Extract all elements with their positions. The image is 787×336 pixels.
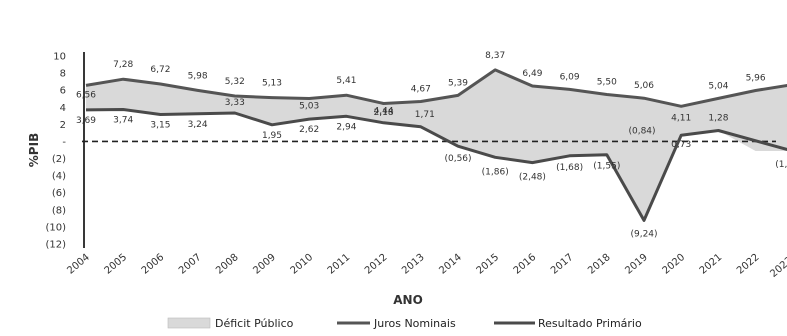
- data-label-juros: 4,67: [411, 85, 431, 95]
- x-tick-label: 2006: [140, 252, 167, 277]
- data-label-juros: 5,04: [708, 81, 728, 91]
- x-tick-label: 2004: [65, 252, 92, 277]
- data-label-primario: 3,33: [225, 98, 245, 108]
- deficit-area: [86, 69, 787, 221]
- x-tick-label: 2011: [326, 252, 353, 277]
- data-label-juros: 5,96: [746, 74, 766, 84]
- y-tick-label: 4: [60, 103, 66, 114]
- data-label-juros: 8,37: [485, 51, 505, 61]
- data-label-juros: 5,50: [597, 77, 617, 87]
- data-label-juros: 6,49: [522, 69, 542, 79]
- data-label-juros: 6,56: [76, 90, 96, 100]
- x-tick-label: 2009: [251, 252, 278, 277]
- x-tick-label: 2007: [177, 252, 204, 277]
- data-label-primario: 3,15: [150, 121, 170, 131]
- data-label-primario: (1,12): [775, 160, 787, 170]
- data-label-deficit-note: (0,84): [628, 126, 655, 136]
- x-tick-label: 2022: [735, 252, 762, 277]
- data-label-primario: (1,86): [482, 167, 509, 177]
- x-tick-label: 2023*: [768, 252, 787, 280]
- y-axis-title: %PIB: [27, 133, 41, 167]
- x-tick-label: 2017: [549, 252, 576, 277]
- legend-label-juros: Juros Nominais: [373, 317, 456, 330]
- y-tick-label: 6: [60, 86, 66, 97]
- legend: Déficit Público Juros Nominais Resultado P…: [167, 317, 642, 330]
- y-tick-label: 2: [60, 120, 66, 131]
- data-label-primario: (1,55): [593, 162, 620, 172]
- data-label-primario: 3,69: [76, 116, 96, 126]
- series-line-resultado-primario: [85, 108, 787, 222]
- data-label-primario: 2,62: [299, 125, 319, 135]
- x-tick-label: 2012: [363, 252, 390, 277]
- x-tick-label: 2015: [475, 252, 502, 277]
- data-label-juros: 5,06: [634, 81, 654, 91]
- data-label-juros: 5,41: [336, 76, 356, 86]
- legend-label-primario: Resultado Primário: [538, 317, 642, 330]
- data-label-juros: 4,44: [374, 107, 394, 117]
- y-tick-label: (6): [52, 188, 66, 199]
- x-tick-label: 2014: [437, 252, 464, 277]
- data-label-juros: 7,28: [113, 60, 133, 70]
- data-label-primario: 1,28: [708, 114, 728, 124]
- data-label-primario: 1,95: [262, 131, 282, 141]
- y-tick-label: 8: [60, 69, 66, 80]
- x-tick-label: 2018: [586, 252, 613, 277]
- x-tick-label: 2005: [103, 252, 130, 277]
- legend-swatch-deficit: [167, 317, 211, 329]
- x-tick-label: 2021: [698, 252, 725, 277]
- data-label-primario: (9,24): [630, 229, 657, 239]
- x-axis-title: ANO: [393, 293, 423, 307]
- data-label-primario: 2,18: [374, 108, 394, 118]
- x-tick-label: 2008: [214, 252, 241, 277]
- series-line-juros-nominais: [85, 68, 787, 108]
- data-label-juros: 6,09: [560, 72, 580, 82]
- y-tick-label: (2): [52, 154, 66, 165]
- data-label-primario: (1,68): [556, 163, 583, 173]
- x-tick-label: 2010: [289, 252, 316, 277]
- data-label-primario: (2,48): [519, 173, 546, 183]
- data-label-juros: 5,32: [225, 77, 245, 87]
- data-label-primario: 2,94: [336, 122, 356, 132]
- data-label-juros: 5,03: [299, 101, 319, 111]
- y-tick-label: (4): [52, 171, 66, 182]
- x-tick-label: 2013: [400, 252, 427, 277]
- y-tick-label: -: [62, 137, 66, 148]
- data-label-juros: 5,39: [448, 78, 468, 88]
- data-label-juros: 6,72: [150, 65, 170, 75]
- data-label-primario: 3,24: [188, 120, 208, 130]
- data-label-juros: 5,98: [188, 71, 208, 81]
- y-tick-label: 10: [53, 52, 66, 63]
- y-tick-label: (10): [45, 222, 66, 233]
- data-label-juros: 5,13: [262, 79, 282, 89]
- x-tick-label: 2019: [623, 252, 650, 277]
- y-tick-label: (8): [52, 205, 66, 216]
- x-tick-label: 2020: [661, 252, 688, 277]
- data-label-primario: (0,56): [444, 154, 471, 164]
- y-tick-label: (12): [45, 240, 66, 251]
- x-tick-label: 2016: [512, 252, 539, 277]
- data-label-primario: 3,74: [113, 115, 133, 125]
- data-label-primario: 1,71: [415, 110, 435, 120]
- data-label-juros: 4,11: [671, 113, 691, 123]
- legend-label-deficit: Déficit Público: [215, 317, 294, 330]
- data-label-primario: 0,73: [671, 140, 691, 150]
